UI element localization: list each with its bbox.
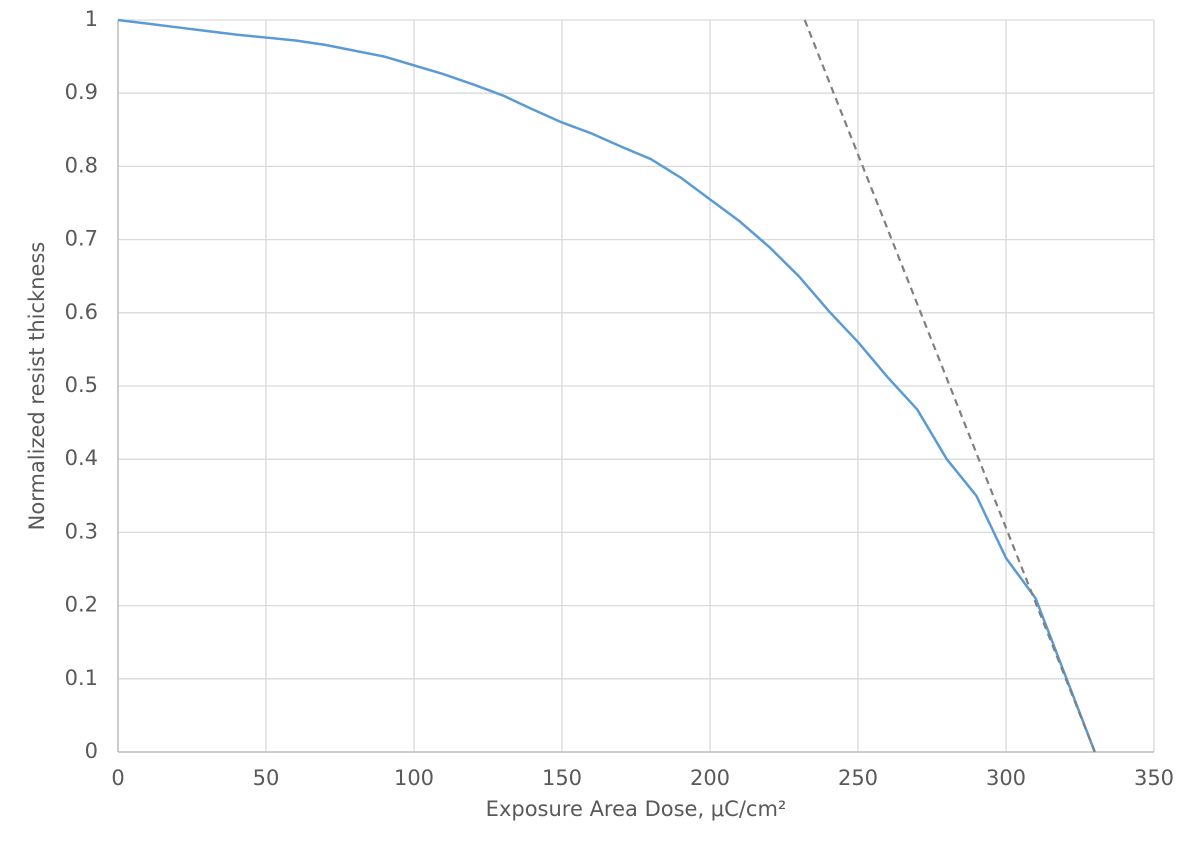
y-tick-label: 0 [85, 739, 98, 763]
x-tick-label: 350 [1134, 766, 1174, 790]
y-axis-title: Normalized resist thickness [25, 242, 49, 531]
y-tick-label: 0.7 [65, 227, 98, 251]
x-tick-label: 250 [838, 766, 878, 790]
y-tick-label: 0.6 [65, 300, 98, 324]
y-tick-label: 0.2 [65, 593, 98, 617]
y-tick-label: 1 [85, 7, 98, 31]
series-line [117, 18, 1096, 753]
x-tick-label: 300 [986, 766, 1026, 790]
y-tick-label: 0.3 [65, 519, 98, 543]
x-tick-label: 150 [542, 766, 582, 790]
x-tick-label: 50 [253, 766, 280, 790]
y-tick-label: 0.8 [65, 153, 98, 177]
x-tick-label: 0 [111, 766, 124, 790]
y-tick-label: 0.1 [65, 666, 98, 690]
x-tick-label: 100 [394, 766, 434, 790]
x-axis-title: Exposure Area Dose, μC/cm² [486, 797, 787, 821]
y-tick-label: 0.4 [65, 446, 98, 470]
y-tick-label: 0.9 [65, 80, 98, 104]
x-tick-label: 200 [690, 766, 730, 790]
y-tick-label: 0.5 [65, 373, 98, 397]
